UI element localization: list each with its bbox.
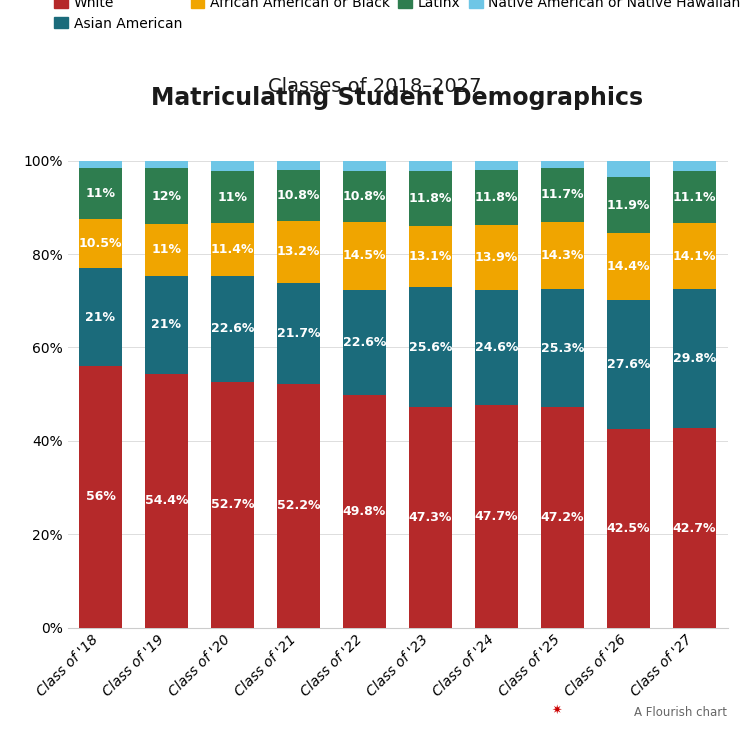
Bar	[607, 161, 650, 177]
Text: 14.5%: 14.5%	[343, 249, 386, 262]
Bar	[277, 221, 320, 283]
Text: ✷: ✷	[551, 704, 562, 717]
Text: 11.4%: 11.4%	[211, 243, 254, 256]
Text: 27.6%: 27.6%	[607, 358, 650, 372]
Bar	[541, 407, 584, 628]
Text: 11.9%: 11.9%	[607, 199, 650, 212]
Text: 11.8%: 11.8%	[475, 191, 518, 204]
Bar	[541, 222, 584, 289]
Text: 25.6%: 25.6%	[409, 340, 452, 353]
Text: 21%: 21%	[86, 310, 116, 323]
Text: 29.8%: 29.8%	[673, 352, 716, 365]
Text: 54.4%: 54.4%	[145, 494, 188, 507]
Bar	[607, 300, 650, 429]
Legend: White, Asian American, African American or Black, Latinx, Native American or Nat: White, Asian American, African American …	[49, 0, 746, 36]
Text: 12%: 12%	[152, 190, 182, 203]
Text: 21%: 21%	[152, 318, 182, 331]
Text: 56%: 56%	[86, 491, 116, 504]
Bar	[211, 276, 254, 382]
Bar	[673, 223, 716, 289]
Bar	[343, 172, 386, 222]
Bar	[409, 226, 452, 287]
Text: 10.5%: 10.5%	[79, 237, 122, 250]
Bar	[145, 168, 188, 224]
Text: 14.3%: 14.3%	[541, 249, 584, 262]
Bar	[343, 290, 386, 395]
Bar	[475, 225, 518, 290]
Bar	[409, 407, 452, 628]
Bar	[277, 283, 320, 384]
Text: 14.4%: 14.4%	[607, 260, 650, 273]
Text: 22.6%: 22.6%	[343, 336, 386, 349]
Text: 11.7%: 11.7%	[541, 188, 584, 201]
Text: 49.8%: 49.8%	[343, 505, 386, 518]
Bar	[79, 268, 122, 366]
Text: 10.8%: 10.8%	[277, 189, 320, 202]
Bar	[475, 161, 518, 170]
Bar	[475, 170, 518, 225]
Text: 22.6%: 22.6%	[211, 322, 254, 335]
Bar	[145, 224, 188, 275]
Bar	[277, 161, 320, 170]
Bar	[79, 168, 122, 219]
Bar	[607, 177, 650, 233]
Text: 13.1%: 13.1%	[409, 250, 452, 263]
Bar	[145, 275, 188, 374]
Text: 42.5%: 42.5%	[607, 522, 650, 535]
Text: 52.7%: 52.7%	[211, 498, 254, 511]
Text: 47.7%: 47.7%	[475, 510, 518, 523]
Bar	[343, 161, 386, 172]
Bar	[673, 172, 716, 223]
Text: 14.1%: 14.1%	[673, 250, 716, 263]
Bar	[673, 161, 716, 172]
Bar	[475, 290, 518, 405]
Text: 47.3%: 47.3%	[409, 511, 452, 524]
Bar	[607, 429, 650, 628]
Text: Classes of 2018–2027: Classes of 2018–2027	[268, 77, 482, 96]
Text: 24.6%: 24.6%	[475, 341, 518, 354]
Bar	[211, 172, 254, 223]
Bar	[211, 161, 254, 172]
Bar	[541, 161, 584, 168]
Text: 11.1%: 11.1%	[673, 191, 716, 204]
Text: 13.9%: 13.9%	[475, 251, 518, 264]
Bar	[409, 171, 452, 226]
Text: 42.7%: 42.7%	[673, 521, 716, 534]
Bar	[277, 384, 320, 628]
Bar	[79, 161, 122, 168]
Bar	[79, 366, 122, 628]
Text: 11%: 11%	[217, 191, 248, 204]
Bar	[409, 287, 452, 407]
Text: 21.7%: 21.7%	[277, 327, 320, 339]
Title: Matriculating Student Demographics: Matriculating Student Demographics	[152, 86, 644, 110]
Text: 52.2%: 52.2%	[277, 499, 320, 512]
Text: 11%: 11%	[152, 243, 182, 256]
Text: A Flourish chart: A Flourish chart	[634, 706, 728, 719]
Bar	[673, 289, 716, 429]
Bar	[211, 223, 254, 276]
Bar	[541, 168, 584, 222]
Bar	[277, 170, 320, 221]
Bar	[145, 374, 188, 628]
Text: 47.2%: 47.2%	[541, 511, 584, 524]
Text: 10.8%: 10.8%	[343, 190, 386, 203]
Text: 13.2%: 13.2%	[277, 245, 320, 258]
Text: 25.3%: 25.3%	[541, 342, 584, 355]
Bar	[541, 289, 584, 407]
Bar	[145, 161, 188, 168]
Bar	[673, 429, 716, 628]
Bar	[343, 222, 386, 290]
Text: 11.8%: 11.8%	[409, 192, 452, 205]
Bar	[409, 161, 452, 171]
Bar	[343, 395, 386, 628]
Bar	[79, 219, 122, 268]
Bar	[475, 405, 518, 628]
Bar	[607, 233, 650, 300]
Bar	[211, 382, 254, 628]
Text: 11%: 11%	[86, 187, 116, 200]
